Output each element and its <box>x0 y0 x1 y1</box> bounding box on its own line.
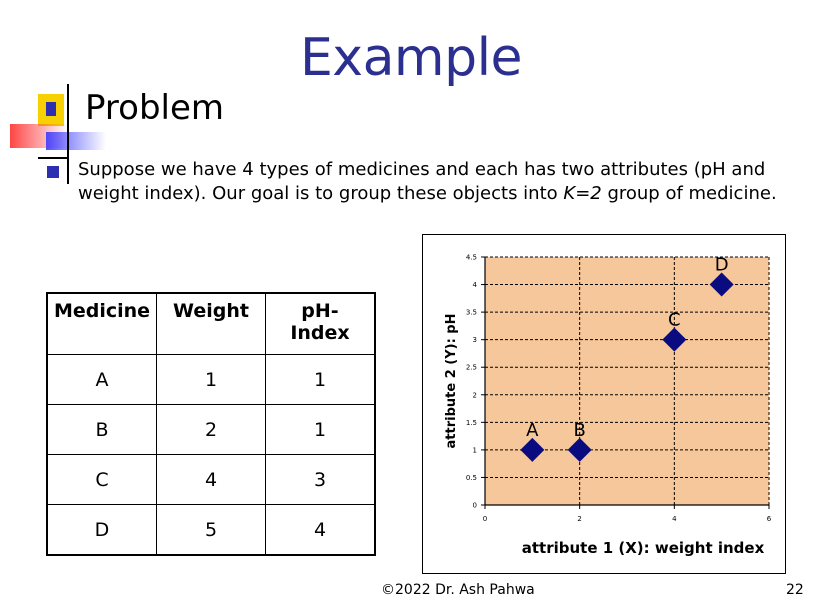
header-ph-index: pH- Index <box>265 292 376 355</box>
y-tick-label: 1.5 <box>466 419 477 427</box>
y-tick-label: 4 <box>473 281 478 289</box>
point-label-d: D <box>715 255 729 276</box>
table-row: B 2 1 <box>46 404 376 455</box>
header-medicine: Medicine <box>46 292 157 355</box>
table-row: C 4 3 <box>46 454 376 505</box>
table-cell: 4 <box>156 454 266 505</box>
table-cell: 5 <box>156 504 266 556</box>
y-tick-label: 2.5 <box>466 364 477 372</box>
footer-copyright: ©2022 Dr. Ash Pahwa <box>381 582 535 598</box>
data-point-a <box>520 437 545 462</box>
x-axis-title: attribute 1 (X): weight index <box>522 539 765 557</box>
x-tick-label: 4 <box>672 515 677 523</box>
x-tick-label: 0 <box>483 515 487 523</box>
table-cell: 1 <box>265 404 376 455</box>
y-tick-label: 0.5 <box>466 474 477 482</box>
paragraph-k-value: K=2 <box>563 183 602 204</box>
problem-paragraph: Suppose we have 4 types of medicines and… <box>78 158 778 206</box>
y-tick-label: 3 <box>473 336 477 344</box>
y-tick-label: 4.5 <box>466 254 477 262</box>
y-tick-label: 0 <box>473 502 477 510</box>
table-cell: 2 <box>156 404 266 455</box>
plot-area <box>485 257 769 505</box>
table-row: A 1 1 <box>46 354 376 405</box>
paragraph-text-2: group of medicine. <box>601 183 777 204</box>
data-point-b <box>567 437 592 462</box>
point-label-b: B <box>573 420 585 441</box>
slide-title: Example <box>299 28 523 88</box>
slide-heading: Problem <box>85 88 225 128</box>
point-label-a: A <box>526 420 539 441</box>
table-header-row: Medicine Weight pH- Index <box>46 292 376 355</box>
table-cell: D <box>46 504 157 556</box>
table-cell: 1 <box>156 354 266 405</box>
y-axis-title: attribute 2 (Y): pH <box>444 314 459 449</box>
bullet-square-icon <box>47 166 59 178</box>
data-point-d <box>709 272 734 297</box>
point-label-c: C <box>668 310 681 331</box>
header-weight: Weight <box>156 292 266 355</box>
table-cell: 1 <box>265 354 376 405</box>
table-row: D 5 4 <box>46 504 376 556</box>
table-cell: 3 <box>265 454 376 505</box>
y-tick-label: 2 <box>473 391 477 399</box>
table-cell: A <box>46 354 157 405</box>
table-cell: C <box>46 454 157 505</box>
medicine-table: Medicine Weight pH- Index A 1 1 B 2 1 C … <box>46 292 376 556</box>
table-cell: 4 <box>265 504 376 556</box>
paragraph-text-1: Suppose we have 4 types of medicines and… <box>78 159 766 204</box>
x-tick-label: 2 <box>577 515 581 523</box>
y-tick-label: 1 <box>473 446 477 454</box>
slide-decoration-icon <box>10 84 106 184</box>
page-number: 22 <box>786 582 804 598</box>
table-cell: B <box>46 404 157 455</box>
y-tick-label: 3.5 <box>466 309 477 317</box>
x-tick-label: 6 <box>767 515 772 523</box>
